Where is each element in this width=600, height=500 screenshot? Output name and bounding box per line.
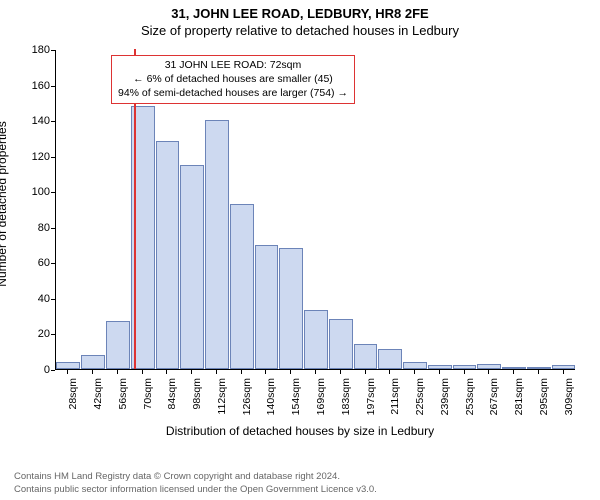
y-tick-label: 40 [20, 293, 50, 305]
x-tick-mark [265, 370, 266, 374]
x-tick-label: 140sqm [265, 378, 277, 426]
x-tick-mark [365, 370, 366, 374]
y-tick-label: 160 [20, 80, 50, 92]
histogram-bar [477, 364, 501, 369]
y-tick-label: 140 [20, 115, 50, 127]
y-tick-mark [51, 50, 55, 51]
histogram-bar [502, 367, 526, 369]
x-tick-label: 225sqm [414, 378, 426, 426]
y-tick-label: 100 [20, 186, 50, 198]
x-tick-mark [290, 370, 291, 374]
x-tick-mark [191, 370, 192, 374]
histogram-bar [552, 365, 576, 369]
histogram-bar [428, 365, 452, 369]
x-tick-mark [464, 370, 465, 374]
x-tick-label: 42sqm [92, 378, 104, 426]
y-tick-label: 0 [20, 364, 50, 376]
histogram-bar [255, 245, 279, 369]
x-tick-label: 126sqm [241, 378, 253, 426]
x-tick-label: 98sqm [191, 378, 203, 426]
y-tick-label: 120 [20, 151, 50, 163]
x-tick-label: 183sqm [340, 378, 352, 426]
x-tick-label: 56sqm [117, 378, 129, 426]
histogram-bar [329, 319, 353, 369]
callout-line: 94% of semi-detached houses are larger (… [118, 86, 348, 100]
histogram-bar [180, 165, 204, 369]
x-tick-label: 28sqm [67, 378, 79, 426]
x-tick-label: 239sqm [439, 378, 451, 426]
x-tick-mark [538, 370, 539, 374]
x-tick-label: 169sqm [315, 378, 327, 426]
x-tick-label: 267sqm [488, 378, 500, 426]
y-tick-label: 80 [20, 222, 50, 234]
callout-line: 31 JOHN LEE ROAD: 72sqm [118, 58, 348, 72]
page-subtitle: Size of property relative to detached ho… [0, 21, 600, 42]
x-tick-label: 84sqm [166, 378, 178, 426]
x-tick-mark [92, 370, 93, 374]
y-tick-mark [51, 334, 55, 335]
subject-callout: 31 JOHN LEE ROAD: 72sqm← 6% of detached … [111, 55, 355, 104]
x-tick-label: 112sqm [216, 378, 228, 426]
x-tick-mark [563, 370, 564, 374]
histogram-bar [205, 120, 229, 369]
x-tick-mark [389, 370, 390, 374]
x-tick-mark [142, 370, 143, 374]
histogram-bar [378, 349, 402, 369]
x-tick-mark [117, 370, 118, 374]
histogram-bar [106, 321, 130, 369]
y-tick-mark [51, 263, 55, 264]
y-tick-mark [51, 192, 55, 193]
x-tick-label: 70sqm [142, 378, 154, 426]
y-tick-mark [51, 299, 55, 300]
y-tick-mark [51, 86, 55, 87]
histogram-bar [527, 367, 551, 369]
histogram-bar [304, 310, 328, 369]
x-tick-label: 309sqm [563, 378, 575, 426]
histogram-bar [354, 344, 378, 369]
x-tick-mark [513, 370, 514, 374]
footer-attribution: Contains HM Land Registry data © Crown c… [14, 471, 377, 496]
y-tick-label: 180 [20, 44, 50, 56]
x-tick-label: 211sqm [389, 378, 401, 426]
y-tick-mark [51, 370, 55, 371]
footer-line: Contains public sector information licen… [14, 484, 377, 496]
y-tick-mark [51, 157, 55, 158]
y-tick-label: 20 [20, 328, 50, 340]
x-tick-label: 154sqm [290, 378, 302, 426]
x-axis-label: Distribution of detached houses by size … [0, 424, 600, 438]
histogram-bar [453, 365, 477, 369]
footer-line: Contains HM Land Registry data © Crown c… [14, 471, 377, 483]
histogram-bar [403, 362, 427, 369]
x-tick-mark [488, 370, 489, 374]
histogram-bar [156, 141, 180, 369]
histogram-bar [279, 248, 303, 369]
histogram-bar [81, 355, 105, 369]
histogram-bar [56, 362, 80, 369]
x-tick-mark [414, 370, 415, 374]
x-tick-mark [216, 370, 217, 374]
x-tick-label: 253sqm [464, 378, 476, 426]
callout-line: ← 6% of detached houses are smaller (45) [118, 72, 348, 86]
x-tick-label: 281sqm [513, 378, 525, 426]
y-tick-mark [51, 228, 55, 229]
x-tick-mark [166, 370, 167, 374]
x-tick-mark [241, 370, 242, 374]
x-tick-mark [340, 370, 341, 374]
histogram-bar [230, 204, 254, 369]
x-tick-mark [315, 370, 316, 374]
x-tick-mark [439, 370, 440, 374]
page-address-title: 31, JOHN LEE ROAD, LEDBURY, HR8 2FE [0, 0, 600, 21]
x-tick-mark [67, 370, 68, 374]
x-tick-label: 197sqm [365, 378, 377, 426]
chart-container: Number of detached properties 31 JOHN LE… [0, 44, 600, 424]
x-tick-label: 295sqm [538, 378, 550, 426]
plot-area: 31 JOHN LEE ROAD: 72sqm← 6% of detached … [55, 50, 575, 370]
y-tick-mark [51, 121, 55, 122]
y-tick-label: 60 [20, 257, 50, 269]
